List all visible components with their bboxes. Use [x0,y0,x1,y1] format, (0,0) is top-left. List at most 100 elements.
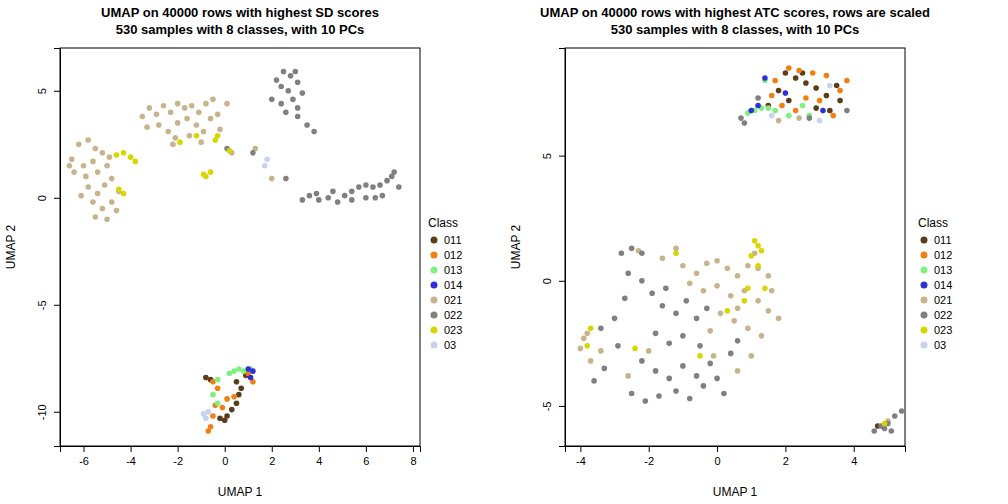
point [95,169,101,175]
point [229,407,235,413]
point [714,376,720,382]
point [735,273,741,279]
point [752,238,758,244]
point [830,113,836,119]
point [182,105,188,111]
legend-swatch [921,237,928,244]
legend-swatch [431,297,438,304]
legend-swatch [431,237,438,244]
plot-frame [60,48,420,446]
legend-swatch [431,282,438,289]
point [210,413,216,419]
point [684,298,690,304]
point [755,243,761,249]
point [224,413,230,419]
series [205,370,255,433]
point [813,105,819,111]
point [234,400,240,406]
x-tick-label: 6 [363,455,369,467]
point [728,293,734,299]
y-tick-mark [559,281,565,282]
point [584,331,590,337]
point [102,182,108,188]
point [673,250,679,256]
legend-swatch [431,342,438,349]
x-tick-label: -4 [126,455,136,467]
point [377,182,383,188]
point [307,193,313,199]
panel: UMAP on 40000 rows with highest SD score… [4,5,462,499]
legend-title: Class [428,216,458,230]
y-tick-mark [54,91,60,92]
point [288,73,294,79]
x-tick-mark [225,446,226,452]
point [116,186,122,192]
point [649,291,655,297]
point [632,346,638,352]
point [248,375,254,381]
point [165,129,171,135]
legend-swatch [921,282,928,289]
point [742,120,748,126]
x-axis-line [566,447,906,453]
series [578,115,891,423]
point [161,103,167,109]
x-tick: -6 [79,446,89,467]
point [762,75,768,81]
point [591,378,597,384]
point [363,182,369,188]
y-tick-mark [559,406,565,407]
point [203,415,209,421]
point [363,195,369,201]
point [803,95,809,101]
point [718,311,724,317]
legend-title: Class [918,216,948,230]
point [772,78,778,84]
subtitle: 530 samples with 8 classes, with 10 PCs [116,22,365,37]
x-tick-label: -4 [576,455,586,467]
point [745,326,751,332]
point [90,199,96,205]
x-tick-mark [413,446,414,452]
point [629,391,635,397]
point [694,270,700,276]
point [680,263,686,269]
y-tick-label: -5 [36,300,48,310]
point [264,156,270,162]
point [107,154,113,160]
x-tick-mark [366,446,367,452]
point [295,79,301,85]
point [335,199,341,205]
legend-swatch [431,327,438,334]
x-tick: -2 [173,446,183,467]
legend-label: 022 [934,309,952,321]
legend-label: 03 [934,339,946,351]
point [755,298,761,304]
point [786,113,792,119]
point [250,368,256,374]
point [639,250,645,256]
point [796,115,802,121]
point [759,333,765,339]
point [85,137,91,143]
point [220,405,226,411]
series [201,156,270,421]
series [67,97,275,222]
series [210,366,253,406]
y-tick-mark [54,198,60,199]
y-axis-line [559,49,566,447]
point [766,308,772,314]
point [783,70,789,76]
point [701,288,707,294]
x-tick-mark [649,446,650,452]
point [687,396,693,402]
x-tick-mark [272,446,273,452]
legend-swatch [921,342,928,349]
point [69,156,75,162]
point [673,311,679,317]
y-tick-label: -10 [36,404,48,420]
x-tick-mark [717,446,718,452]
legend-swatch [921,267,928,274]
point [217,415,223,421]
point [639,278,645,284]
